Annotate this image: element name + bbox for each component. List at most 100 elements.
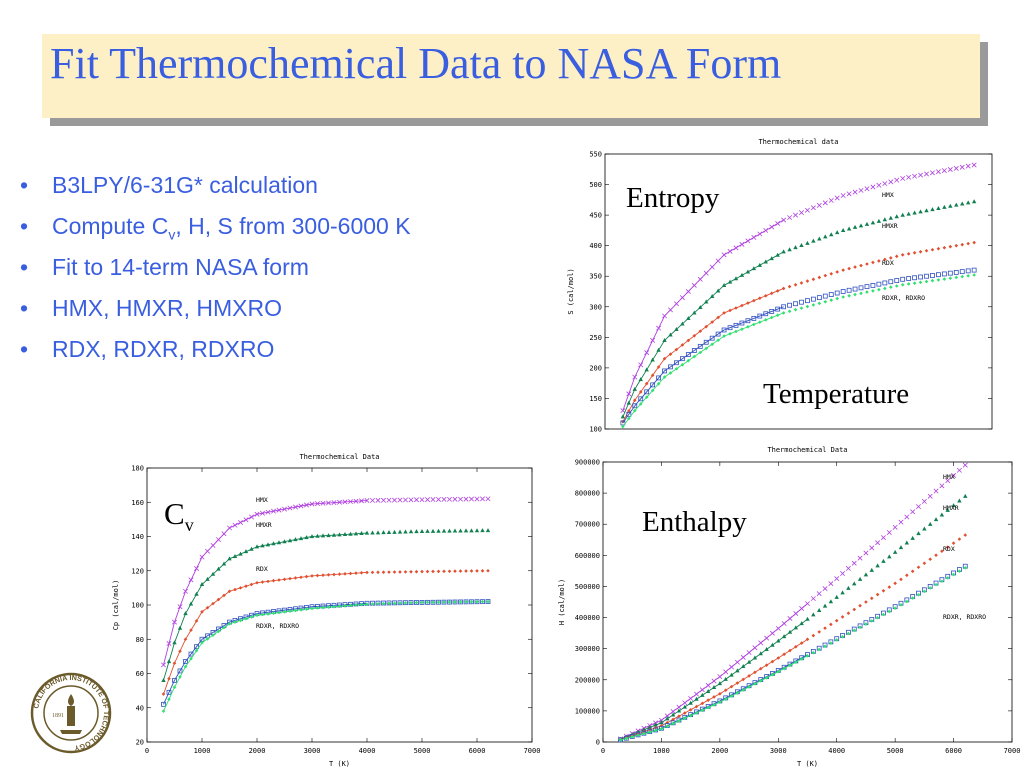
data-point <box>715 288 721 293</box>
data-point <box>365 570 369 575</box>
data-point <box>694 711 699 715</box>
data-point <box>348 531 353 536</box>
data-point <box>704 324 709 329</box>
data-point <box>829 622 833 627</box>
data-point <box>881 612 886 617</box>
data-point <box>480 528 485 533</box>
data-point <box>227 525 232 531</box>
page-title: Fit Thermochemical Data to NASA Form <box>50 39 782 88</box>
data-point <box>921 498 927 504</box>
data-point <box>409 600 413 605</box>
data-point <box>781 286 786 291</box>
data-point <box>787 284 792 289</box>
fit-line <box>622 287 784 422</box>
data-point <box>348 603 353 608</box>
data-point <box>662 313 668 319</box>
data-point <box>436 569 441 574</box>
data-point <box>436 528 441 533</box>
data-point <box>205 637 210 641</box>
data-point <box>647 725 652 730</box>
data-point <box>875 592 880 597</box>
data-point <box>453 600 457 604</box>
data-point <box>709 293 715 298</box>
data-point <box>898 545 904 550</box>
data-point <box>769 224 775 230</box>
bullet-dot: • <box>20 336 29 362</box>
data-point <box>194 591 199 596</box>
data-point <box>712 703 716 707</box>
legend-entry: HMXR <box>882 222 898 230</box>
data-point <box>763 318 768 322</box>
data-point <box>764 663 769 667</box>
data-point <box>817 647 821 652</box>
data-point <box>899 577 903 582</box>
data-point <box>959 269 965 275</box>
data-point <box>951 572 956 577</box>
data-point <box>887 609 892 614</box>
data-point <box>381 570 386 575</box>
y-tick-label: 350 <box>589 273 602 281</box>
legend-entry: RDX <box>882 259 894 267</box>
series-group <box>618 533 968 742</box>
data-point <box>965 200 971 205</box>
data-point <box>758 651 763 656</box>
data-point <box>922 526 927 531</box>
data-point <box>282 539 287 544</box>
data-point <box>249 615 254 619</box>
data-point <box>805 304 810 309</box>
series-group <box>161 528 491 682</box>
data-point <box>776 669 781 674</box>
data-point <box>332 604 336 609</box>
data-point <box>948 276 953 281</box>
data-point <box>764 675 769 680</box>
data-point <box>723 676 728 681</box>
data-point <box>740 327 744 331</box>
data-point <box>875 540 881 546</box>
data-point <box>331 532 337 537</box>
data-point <box>712 695 716 699</box>
data-point <box>822 603 828 608</box>
data-point <box>668 307 673 313</box>
data-point <box>775 252 780 257</box>
data-point <box>386 497 392 503</box>
legend-entry: HMX <box>943 473 955 481</box>
data-point <box>906 276 912 281</box>
cv-label: Cv <box>164 496 194 536</box>
y-tick-label: 300 <box>589 303 602 311</box>
data-point <box>315 573 320 578</box>
data-point <box>343 604 347 608</box>
fit-line <box>622 251 784 417</box>
data-point <box>918 249 923 254</box>
data-point <box>870 184 876 190</box>
data-point <box>971 162 977 168</box>
data-point <box>309 534 315 539</box>
data-point <box>900 253 905 257</box>
data-point <box>709 335 715 341</box>
data-point <box>912 210 917 215</box>
data-point <box>735 668 740 673</box>
data-point <box>894 214 899 219</box>
data-point <box>299 607 303 612</box>
data-point <box>310 606 314 611</box>
data-point <box>364 498 370 504</box>
data-point <box>414 529 419 534</box>
data-point <box>458 600 463 604</box>
data-point <box>775 313 780 318</box>
data-point <box>959 164 965 170</box>
data-point <box>840 634 845 639</box>
data-point <box>337 532 342 537</box>
series-group <box>620 199 977 419</box>
data-point <box>776 638 781 643</box>
data-point <box>758 296 762 301</box>
data-point <box>686 315 691 320</box>
data-point <box>244 616 248 621</box>
data-point <box>642 729 646 734</box>
data-point <box>910 596 915 600</box>
data-point <box>900 282 905 287</box>
data-point <box>892 549 898 554</box>
data-point <box>715 331 721 337</box>
data-point <box>894 278 900 283</box>
data-point <box>847 293 851 298</box>
data-point <box>679 295 685 301</box>
data-point <box>697 276 703 282</box>
